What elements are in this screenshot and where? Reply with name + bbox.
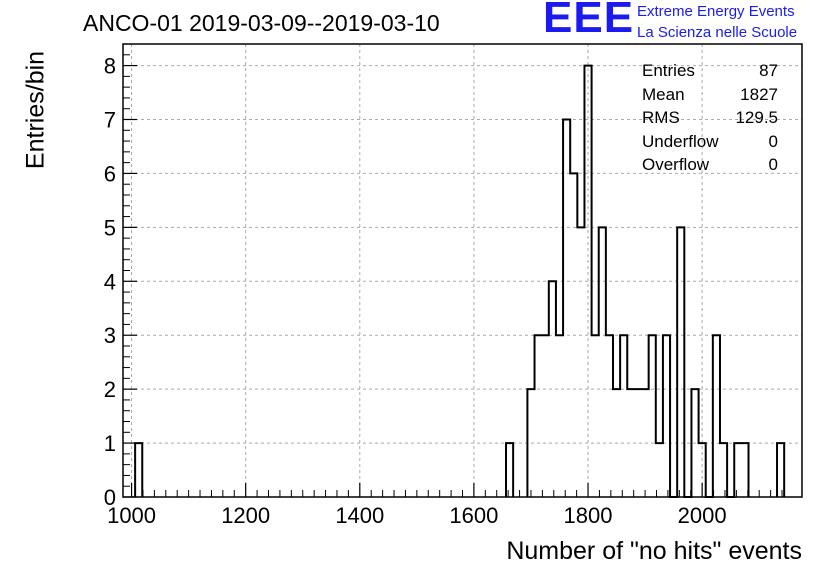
x-tick-label: 1400 (335, 503, 384, 528)
logo-subtitle-1: Extreme Energy Events (637, 3, 795, 20)
eee-logo: EEE (543, 0, 635, 42)
histogram-outline (134, 64, 786, 498)
y-tick-label: 0 (104, 485, 116, 510)
x-tick-label: 1200 (221, 503, 270, 528)
y-tick-label: 6 (104, 161, 116, 186)
logo-subtitle-2: La Scienza nelle Scuole (637, 24, 798, 41)
axis-ticks (123, 54, 783, 498)
chart-title: ANCO-01 2019-03-09--2019-03-10 (83, 10, 440, 36)
stat-value: 0 (768, 131, 778, 151)
stat-underflow: Underflow 0 (642, 130, 778, 154)
x-tick-label: 1800 (564, 503, 613, 528)
axis-tick-labels: 1000 1200 1400 1600 1800 2000 0 1 2 3 4 5 6 7 8 (104, 54, 727, 528)
stat-value: 0 (768, 155, 778, 174)
x-axis-label: Number of "no hits" events (506, 537, 802, 565)
y-tick-label: 8 (104, 54, 116, 79)
stat-value: 1827 (740, 84, 778, 104)
stat-label: RMS (642, 108, 680, 127)
y-tick-label: 7 (104, 108, 116, 133)
stat-entries: Entries 87 (642, 59, 778, 83)
stat-value: 87 (759, 61, 778, 80)
y-axis-label: Entries/bin (21, 50, 50, 170)
stats-box: Entries 87 Mean 1827 RMS 129.5 Underflow… (642, 59, 778, 177)
stat-label: Entries (642, 61, 695, 80)
y-tick-label: 2 (104, 377, 116, 402)
x-tick-label: 1000 (107, 503, 156, 528)
y-tick-label: 1 (104, 431, 116, 456)
x-tick-label: 2000 (678, 503, 727, 528)
stat-label: Mean (642, 84, 685, 104)
stat-label: Overflow (642, 155, 710, 174)
stat-overflow: Overflow 0 (642, 153, 778, 177)
y-tick-label: 3 (104, 323, 116, 348)
y-tick-label: 4 (104, 269, 116, 294)
stat-rms: RMS 129.5 (642, 106, 778, 130)
stat-label: Underflow (642, 131, 719, 151)
x-tick-label: 1600 (449, 503, 498, 528)
stat-mean: Mean 1827 (642, 83, 778, 107)
stat-value: 129.5 (735, 108, 778, 127)
y-tick-label: 5 (104, 215, 116, 240)
